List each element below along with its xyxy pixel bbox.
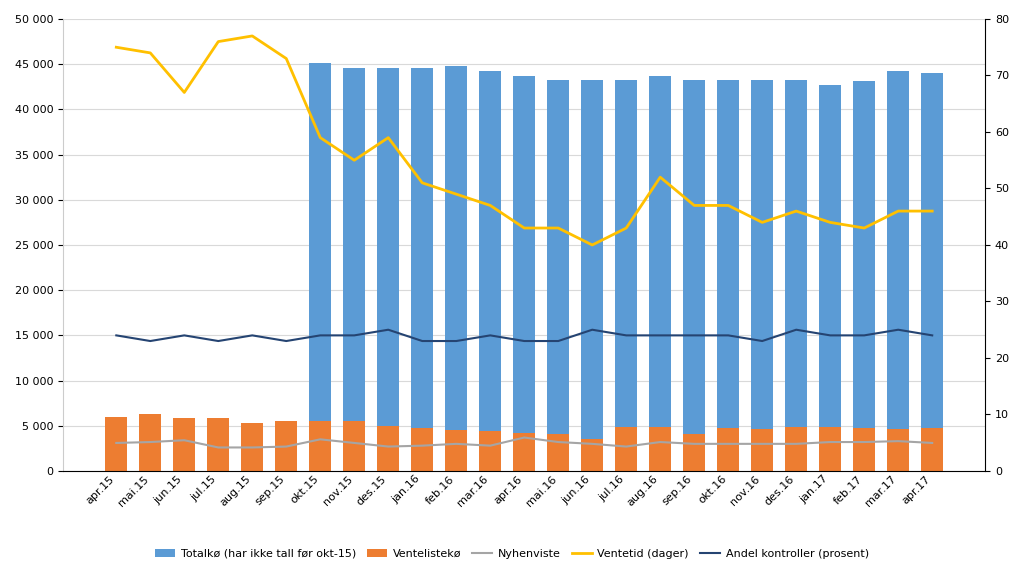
Bar (752, 80, 773, 471)
Bar (275, 421, 297, 471)
Bar (887, 430, 909, 471)
Bar (445, 66, 467, 471)
Bar (615, 80, 637, 471)
Bar (309, 421, 332, 471)
Bar (582, 439, 603, 471)
Bar (173, 418, 196, 471)
Bar (785, 80, 807, 471)
Bar (412, 68, 433, 471)
Bar (922, 73, 943, 471)
Bar (547, 80, 569, 471)
Bar (105, 417, 127, 471)
Bar (887, 71, 909, 471)
Bar (547, 434, 569, 471)
Bar (412, 428, 433, 471)
Bar (582, 80, 603, 471)
Bar (853, 428, 876, 471)
Bar (615, 427, 637, 471)
Bar (649, 427, 672, 471)
Bar (377, 426, 399, 471)
Bar (445, 430, 467, 471)
Bar (683, 80, 706, 471)
Bar (513, 76, 536, 471)
Bar (922, 428, 943, 471)
Bar (479, 431, 502, 471)
Bar (717, 80, 739, 471)
Bar (343, 421, 366, 471)
Bar (343, 68, 366, 471)
Bar (242, 423, 263, 471)
Bar (649, 76, 672, 471)
Bar (377, 68, 399, 471)
Bar (139, 414, 162, 471)
Bar (752, 430, 773, 471)
Bar (785, 427, 807, 471)
Bar (309, 63, 332, 471)
Bar (683, 434, 706, 471)
Bar (513, 433, 536, 471)
Legend: Totalkø (har ikke tall før okt-15), Ventelistekø, Nyhenviste, Ventetid (dager), : Totalkø (har ikke tall før okt-15), Vent… (151, 545, 873, 563)
Bar (853, 81, 876, 471)
Bar (479, 71, 502, 471)
Bar (819, 85, 842, 471)
Bar (819, 427, 842, 471)
Bar (717, 428, 739, 471)
Bar (207, 418, 229, 471)
